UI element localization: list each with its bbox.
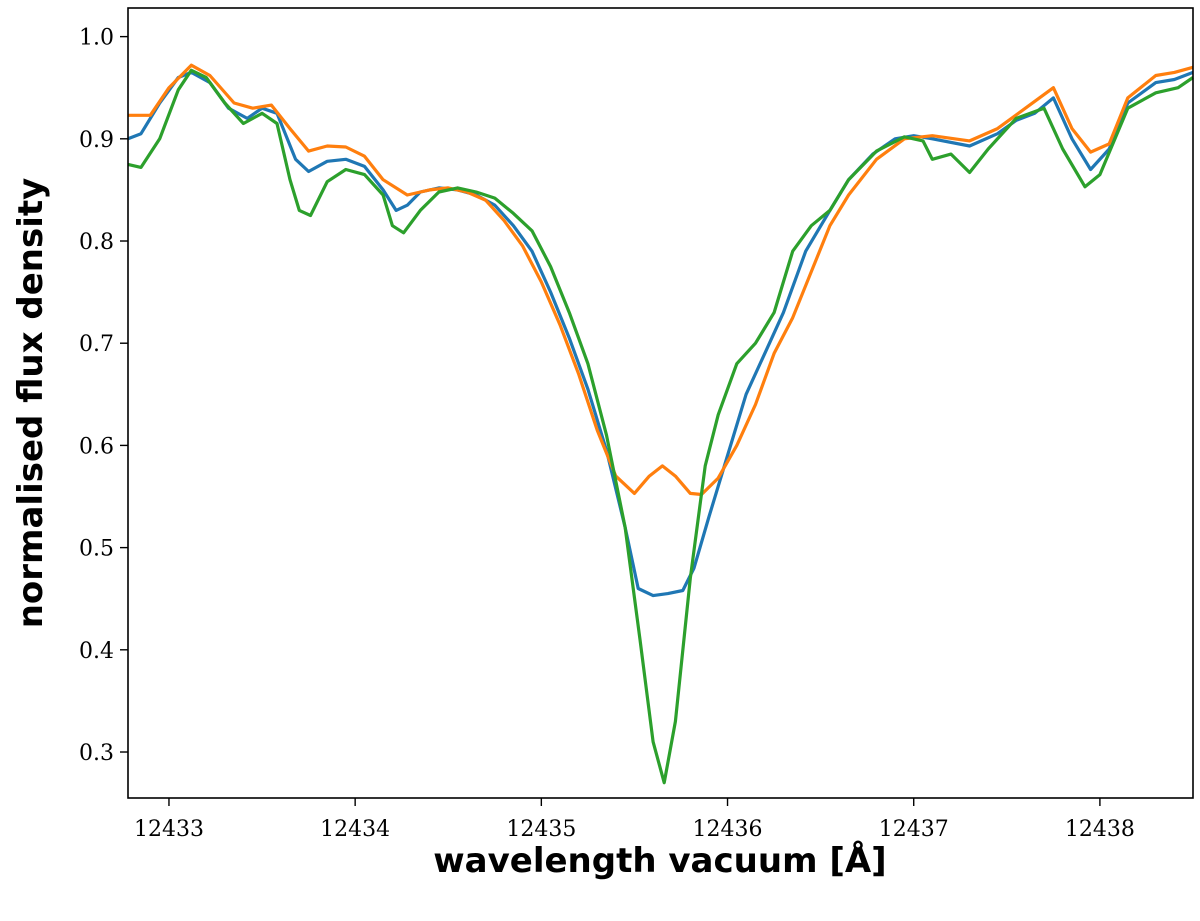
y-tick-label: 0.3 [79, 741, 114, 766]
series-line-3 [127, 68, 1194, 785]
y-tick-label: 0.9 [79, 128, 114, 153]
axis-ticks: 12433 12434 12435 12436 12437 12438 0.3 0.4 0.5 0… [79, 26, 1135, 842]
x-tick-label: 12433 [134, 817, 204, 842]
series-line-2 [128, 63, 1194, 497]
series-lines [127, 63, 1194, 785]
y-axis-label: normalised flux density [11, 178, 51, 629]
x-tick-label: 12434 [320, 817, 390, 842]
x-tick-label: 12436 [693, 817, 763, 842]
y-tick-label: 1.0 [79, 26, 114, 51]
x-axis-label: wavelength vacuum [Å] [433, 840, 886, 881]
x-tick-label: 12438 [1065, 817, 1135, 842]
plot-background [128, 8, 1193, 798]
y-tick-label: 0.8 [79, 230, 114, 255]
y-tick-label: 0.5 [79, 537, 114, 562]
x-tick-label: 12437 [879, 817, 949, 842]
y-tick-label: 0.6 [79, 434, 114, 459]
y-tick-label: 0.7 [79, 332, 114, 357]
x-tick-label: 12435 [506, 817, 576, 842]
plot-frame [127, 7, 1194, 799]
y-tick-label: 0.4 [79, 639, 114, 664]
